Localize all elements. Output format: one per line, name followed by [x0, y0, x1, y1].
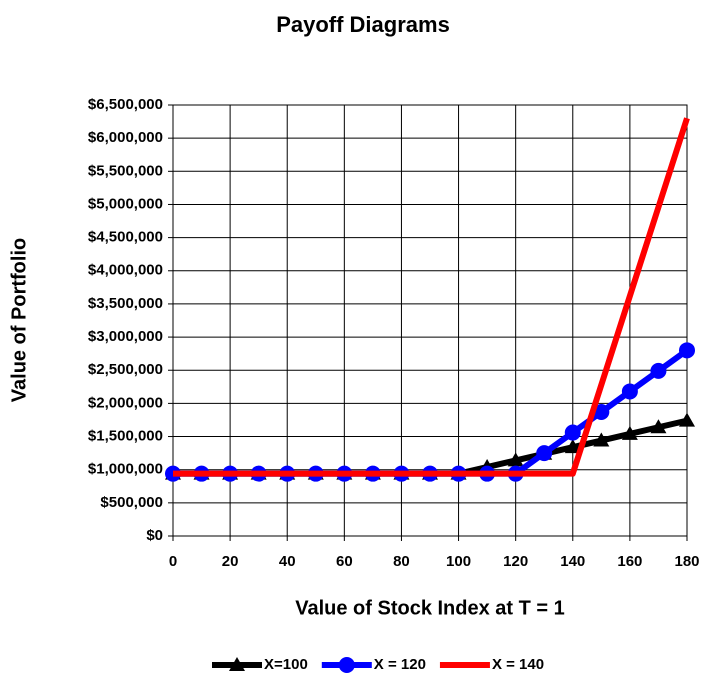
series-line	[173, 117, 690, 477]
y-tick-label: $2,500,000	[88, 361, 163, 378]
series-line	[173, 347, 689, 477]
triangle-marker	[650, 419, 667, 434]
triangle-marker	[679, 412, 695, 427]
triangle-marker	[593, 432, 610, 447]
plot-border	[172, 104, 688, 537]
y-tick-label: $5,500,000	[88, 162, 163, 179]
circle-marker	[593, 404, 610, 421]
y-tick-label: $6,000,000	[88, 129, 163, 146]
legend-label: X=100	[264, 656, 308, 673]
y-tick-label: $1,500,000	[88, 428, 163, 445]
triangle-marker	[564, 439, 581, 454]
triangle-marker	[229, 657, 245, 671]
y-axis-label: Value of Portfolio	[8, 238, 30, 402]
y-tick-label: $2,000,000	[88, 394, 163, 411]
y-tick-label: $5,000,000	[88, 195, 163, 212]
y-tick-label: $4,500,000	[88, 229, 163, 246]
y-tick-label: $500,000	[100, 494, 163, 511]
y-tick-label: $1,000,000	[88, 461, 163, 478]
y-tick-label: $3,000,000	[88, 328, 163, 345]
x-tick-label: 180	[674, 553, 699, 570]
circle-marker	[621, 383, 638, 400]
x-tick-label: 160	[617, 553, 642, 570]
y-tick-label: $6,500,000	[88, 96, 163, 113]
legend-label: X = 120	[374, 656, 426, 673]
x-tick-label: 40	[279, 553, 296, 570]
circle-marker	[564, 424, 581, 441]
x-tick-label: 80	[393, 553, 410, 570]
x-tick-label: 60	[336, 553, 353, 570]
circle-marker	[536, 445, 553, 462]
triangle-marker	[621, 425, 638, 440]
legend-label: X = 140	[492, 656, 544, 673]
x-tick-label: 0	[169, 553, 177, 570]
y-tick-label: $4,000,000	[88, 262, 163, 279]
x-tick-label: 140	[560, 553, 585, 570]
y-tick-label: $3,500,000	[88, 295, 163, 312]
x-axis-label: Value of Stock Index at T = 1	[295, 597, 565, 619]
chart-title: Payoff Diagrams	[276, 12, 450, 37]
circle-marker	[338, 657, 355, 673]
circle-marker	[650, 362, 667, 379]
x-tick-label: 20	[222, 553, 239, 570]
triangle-marker	[507, 452, 524, 467]
x-tick-label: 120	[503, 553, 528, 570]
x-tick-label: 100	[446, 553, 471, 570]
circle-marker	[679, 342, 695, 359]
y-tick-label: $0	[146, 527, 163, 544]
